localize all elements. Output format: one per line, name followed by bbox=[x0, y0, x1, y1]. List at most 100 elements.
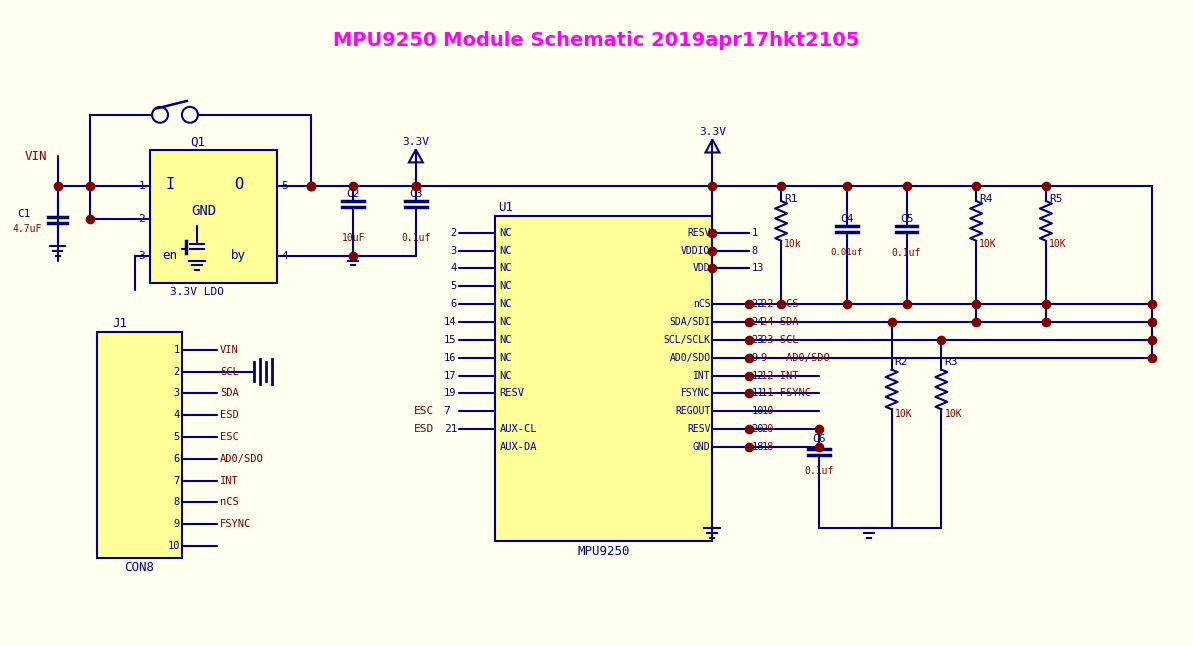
Text: C2: C2 bbox=[346, 189, 360, 199]
Text: GND: GND bbox=[191, 204, 216, 218]
Text: 4.7uF: 4.7uF bbox=[13, 224, 42, 234]
Text: INT: INT bbox=[220, 475, 239, 486]
Text: ESC: ESC bbox=[220, 432, 239, 442]
Text: C3: C3 bbox=[409, 189, 422, 199]
Text: 15: 15 bbox=[444, 335, 457, 345]
Text: 3: 3 bbox=[174, 388, 180, 399]
Text: 20: 20 bbox=[752, 424, 764, 434]
Text: 1: 1 bbox=[174, 345, 180, 355]
Text: SCL/SCLK: SCL/SCLK bbox=[663, 335, 711, 345]
Text: C1: C1 bbox=[18, 209, 31, 219]
Text: RESV: RESV bbox=[500, 388, 525, 399]
Text: AD0/SDO: AD0/SDO bbox=[669, 353, 711, 362]
Text: 9: 9 bbox=[174, 519, 180, 529]
Text: RESV: RESV bbox=[687, 424, 711, 434]
Text: 10K: 10K bbox=[1049, 238, 1067, 249]
Text: 10uF: 10uF bbox=[341, 233, 365, 243]
Text: 2: 2 bbox=[451, 228, 457, 238]
Text: ESC: ESC bbox=[414, 406, 434, 416]
Text: 8: 8 bbox=[174, 497, 180, 508]
Text: 10: 10 bbox=[761, 406, 774, 416]
Text: 10K: 10K bbox=[895, 409, 913, 419]
Text: 10k: 10k bbox=[784, 238, 802, 249]
Text: NC: NC bbox=[500, 264, 512, 273]
Text: 11: 11 bbox=[752, 388, 764, 399]
Text: R2: R2 bbox=[895, 357, 908, 367]
Text: GND: GND bbox=[693, 442, 711, 452]
Text: 10: 10 bbox=[752, 406, 764, 416]
Text: FSYNC: FSYNC bbox=[220, 519, 251, 529]
Text: 2: 2 bbox=[138, 214, 146, 224]
Text: 24 SDA: 24 SDA bbox=[761, 317, 799, 327]
Text: NC: NC bbox=[500, 371, 512, 380]
Text: O: O bbox=[234, 177, 243, 192]
Text: 4: 4 bbox=[174, 410, 180, 420]
Text: I: I bbox=[166, 177, 174, 192]
Text: 14: 14 bbox=[444, 317, 457, 327]
Text: FSYNC: FSYNC bbox=[681, 388, 711, 399]
Text: NC: NC bbox=[500, 245, 512, 256]
Text: J1: J1 bbox=[112, 317, 128, 331]
Text: ESD: ESD bbox=[220, 410, 239, 420]
Text: 23 SCL: 23 SCL bbox=[761, 335, 799, 345]
Text: SDA/SDI: SDA/SDI bbox=[669, 317, 711, 327]
Text: ESD: ESD bbox=[414, 424, 434, 434]
Text: 1: 1 bbox=[138, 181, 146, 191]
Text: 2: 2 bbox=[174, 366, 180, 377]
Text: NC: NC bbox=[500, 299, 512, 309]
Text: AUX-DA: AUX-DA bbox=[500, 442, 537, 452]
Text: NC: NC bbox=[500, 353, 512, 362]
Text: R1: R1 bbox=[784, 194, 798, 204]
Text: 0.1uf: 0.1uf bbox=[892, 247, 921, 258]
Bar bbox=[98, 332, 183, 558]
Text: SCL: SCL bbox=[220, 366, 239, 377]
Text: 9   AD0/SDO: 9 AD0/SDO bbox=[761, 353, 830, 362]
Text: 5: 5 bbox=[451, 281, 457, 291]
Text: Q1: Q1 bbox=[190, 135, 205, 148]
Text: C4: C4 bbox=[840, 214, 853, 224]
Text: 22: 22 bbox=[752, 299, 764, 309]
Text: 19: 19 bbox=[444, 388, 457, 399]
Text: MPU9250 Module Schematic 2019apr17hkt2105: MPU9250 Module Schematic 2019apr17hkt210… bbox=[333, 31, 859, 50]
Text: 6: 6 bbox=[174, 454, 180, 464]
Text: 10K: 10K bbox=[979, 238, 997, 249]
Text: 10: 10 bbox=[167, 541, 180, 551]
Text: REGOUT: REGOUT bbox=[675, 406, 711, 416]
Text: U1: U1 bbox=[499, 202, 513, 214]
Text: 8: 8 bbox=[752, 245, 758, 256]
Text: 13: 13 bbox=[752, 264, 764, 273]
Text: VIN: VIN bbox=[25, 150, 48, 163]
Text: NC: NC bbox=[500, 281, 512, 291]
Text: NC: NC bbox=[500, 317, 512, 327]
Text: 0.01uf: 0.01uf bbox=[830, 248, 863, 257]
Text: 1: 1 bbox=[752, 228, 758, 238]
Text: 0.1uf: 0.1uf bbox=[401, 233, 431, 243]
Text: by: by bbox=[231, 249, 246, 262]
Text: 22 nCS: 22 nCS bbox=[761, 299, 799, 309]
Text: R5: R5 bbox=[1049, 194, 1063, 204]
Text: CON8: CON8 bbox=[124, 561, 154, 574]
Text: 7: 7 bbox=[444, 406, 451, 416]
Text: 5: 5 bbox=[174, 432, 180, 442]
Text: VDDIO: VDDIO bbox=[681, 245, 711, 256]
Text: nCS: nCS bbox=[693, 299, 711, 309]
Text: 5: 5 bbox=[282, 181, 289, 191]
Text: C6: C6 bbox=[812, 434, 826, 444]
Text: 11 FSYNC: 11 FSYNC bbox=[761, 388, 811, 399]
Text: NC: NC bbox=[500, 335, 512, 345]
Text: 6: 6 bbox=[451, 299, 457, 309]
Text: R4: R4 bbox=[979, 194, 993, 204]
Text: NC: NC bbox=[500, 228, 512, 238]
Text: VDD: VDD bbox=[693, 264, 711, 273]
Text: 3: 3 bbox=[138, 251, 146, 260]
Bar bbox=[150, 149, 278, 284]
Text: AD0/SDO: AD0/SDO bbox=[220, 454, 264, 464]
Text: SDA: SDA bbox=[220, 388, 239, 399]
Text: en: en bbox=[162, 249, 178, 262]
Text: 23: 23 bbox=[752, 335, 764, 345]
Text: 7: 7 bbox=[174, 475, 180, 486]
Text: R3: R3 bbox=[945, 357, 958, 367]
Text: 12 INT: 12 INT bbox=[761, 371, 799, 380]
Text: 0.1uf: 0.1uf bbox=[804, 466, 834, 475]
Text: 3.3V LDO: 3.3V LDO bbox=[169, 287, 224, 297]
